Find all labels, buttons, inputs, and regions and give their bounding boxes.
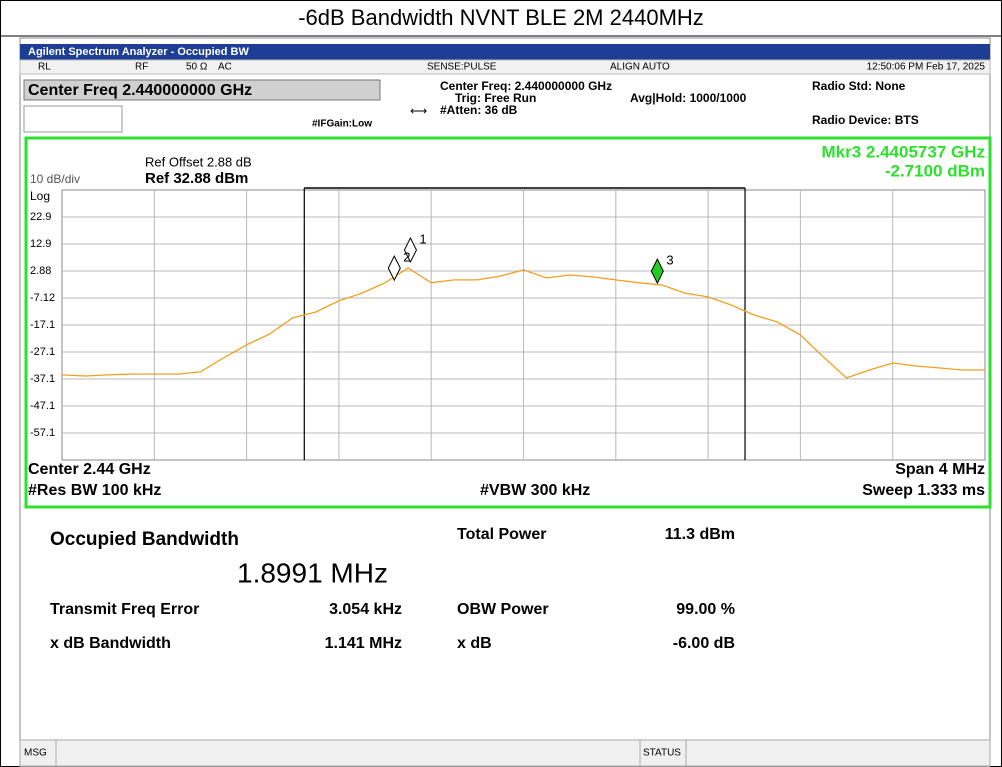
y-tick-label: 22.9 (30, 211, 51, 223)
trace (61, 267, 985, 379)
res-bw: #Res BW 100 kHz (28, 482, 161, 499)
y-tick-label: -7.12 (30, 292, 55, 304)
xdb-value: -6.00 dB (673, 635, 735, 652)
footer-bar (19, 739, 991, 767)
y-tick-label: -27.1 (30, 346, 55, 358)
vbw: #VBW 300 kHz (480, 482, 590, 499)
center-freq-info: Center Freq: 2.440000000 GHz (440, 79, 612, 93)
atten: #Atten: 36 dB (440, 103, 518, 117)
y-tick-label: -37.1 (30, 373, 55, 385)
page-title: -6dB Bandwidth NVNT BLE 2M 2440MHz (298, 5, 704, 30)
center: Center 2.44 GHz (28, 461, 151, 478)
align: ALIGN AUTO (610, 62, 670, 73)
center-freq: Center Freq 2.440000000 GHz (28, 82, 252, 99)
log-label: Log (30, 189, 50, 203)
ref-level: Ref 32.88 dBm (145, 170, 248, 187)
y-tick-label: -57.1 (30, 427, 55, 439)
ref-offset: Ref Offset 2.88 dB (145, 154, 252, 169)
arrow-icon: ⟷ (410, 104, 427, 118)
obw-power-value: 99.00 % (676, 601, 735, 618)
scale: 10 dB/div (30, 172, 80, 186)
radio-std: Radio Std: None (812, 79, 906, 93)
obw-power-label: OBW Power (457, 601, 549, 618)
datetime: 12:50:06 PM Feb 17, 2025 (867, 62, 986, 73)
status-row (19, 59, 991, 75)
sweep: Sweep 1.333 ms (862, 482, 985, 499)
obw-value: 1.8991 MHz (237, 557, 388, 588)
marker (650, 257, 664, 285)
y-tick-label: -17.1 (30, 319, 55, 331)
ifgain: #IFGain:Low (312, 119, 372, 130)
sense: SENSE:PULSE (427, 62, 497, 73)
y-tick-label: 12.9 (30, 238, 51, 250)
freq-error-value: 3.054 kHz (329, 601, 402, 618)
window-title: Agilent Spectrum Analyzer - Occupied BW (28, 46, 249, 58)
marker (403, 236, 417, 264)
rl: RL (38, 62, 51, 73)
avg-hold: Avg|Hold: 1000/1000 (630, 91, 747, 105)
y-tick-label: -47.1 (30, 400, 55, 412)
xdb-bw-value: 1.141 MHz (325, 635, 402, 652)
window-bar (20, 44, 990, 60)
coupling: AC (218, 62, 232, 73)
status: STATUS (643, 748, 681, 759)
rf: RF (135, 62, 148, 73)
total-power-label: Total Power (457, 526, 547, 543)
input-box (23, 105, 123, 133)
total-power-value: 11.3 dBm (665, 526, 735, 543)
trig: Trig: Free Run (455, 91, 536, 105)
span: Span 4 MHz (895, 461, 985, 478)
plot-panel (24, 136, 992, 509)
y-tick-label: 2.88 (30, 265, 51, 277)
freq-error-label: Transmit Freq Error (50, 601, 199, 618)
marker-label: 3 (666, 253, 673, 268)
radio-device: Radio Device: BTS (812, 113, 919, 127)
impedance: 50 Ω (186, 62, 208, 73)
center-freq-box (23, 79, 381, 101)
msg: MSG (24, 748, 47, 759)
obw-label: Occupied Bandwidth (50, 529, 239, 550)
xdb-bw-label: x dB Bandwidth (50, 635, 171, 652)
xdb-label: x dB (457, 635, 492, 652)
marker-label: 2 (403, 250, 410, 265)
marker-label: 1 (419, 231, 426, 246)
marker-value: -2.7100 dBm (885, 161, 985, 180)
marker-readout: Mkr3 2.4405737 GHz (822, 142, 986, 161)
marker (387, 255, 401, 282)
